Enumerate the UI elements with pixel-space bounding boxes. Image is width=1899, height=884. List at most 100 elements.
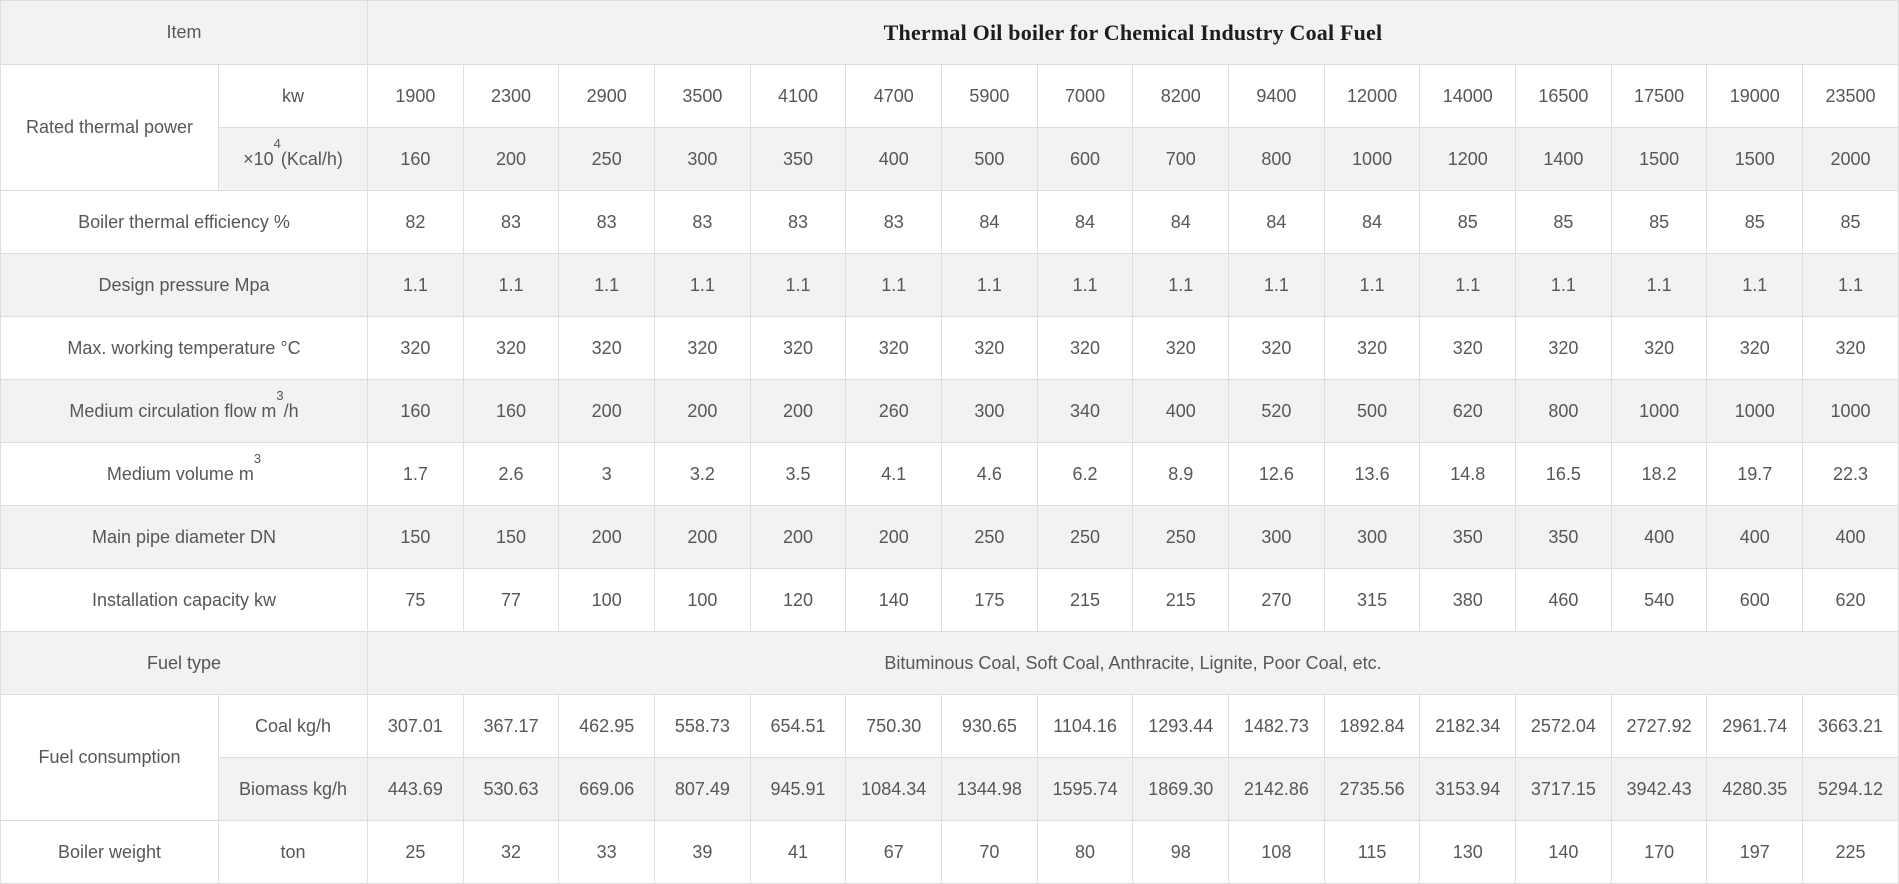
row-label-fuel-consumption: Fuel consumption (0, 694, 219, 821)
main-pipe-diameter-value: 400 (1706, 505, 1804, 569)
fuel-consumption-value: 1869.30 (1132, 757, 1230, 821)
rated-thermal-power-value: 500 (941, 127, 1038, 191)
main-pipe-diameter-value: 300 (1323, 505, 1421, 569)
installation-capacity-value: 75 (367, 568, 464, 632)
rated-thermal-power-value: 2300 (462, 64, 560, 128)
boiler-weight-value: 197 (1706, 820, 1804, 884)
rated-thermal-power-value: 600 (1036, 127, 1134, 191)
fuel-consumption-value: 2572.04 (1515, 694, 1612, 758)
design-pressure-value: 1.1 (654, 253, 751, 317)
medium-volume-value: 13.6 (1323, 442, 1421, 506)
rated-thermal-power-value: 700 (1132, 127, 1230, 191)
row-label-installation-capacity: Installation capacity kw (0, 568, 369, 632)
medium-circulation-flow-value: 1000 (1802, 379, 1899, 443)
rated-thermal-power-value: 4100 (749, 64, 847, 128)
medium-circulation-flow-value: 340 (1036, 379, 1134, 443)
boiler-weight-value: 130 (1419, 820, 1517, 884)
max-working-temperature-value: 320 (1323, 316, 1421, 380)
max-working-temperature-value: 320 (1802, 316, 1899, 380)
medium-volume-value: 8.9 (1132, 442, 1230, 506)
design-pressure-value: 1.1 (1610, 253, 1708, 317)
unit-kcal-per-h: ×104(Kcal/h) (217, 127, 369, 191)
max-working-temperature-value: 320 (1515, 316, 1612, 380)
installation-capacity-value: 600 (1706, 568, 1804, 632)
rated-thermal-power-value: 160 (367, 127, 464, 191)
medium-volume-value: 22.3 (1802, 442, 1899, 506)
main-pipe-diameter-value: 250 (1132, 505, 1230, 569)
medium-volume-value: 12.6 (1228, 442, 1325, 506)
rated-thermal-power-value: 14000 (1419, 64, 1517, 128)
medium-circulation-flow-value: 620 (1419, 379, 1517, 443)
row-label-boiler-thermal-efficiency: Boiler thermal efficiency % (0, 190, 369, 254)
medium-circulation-flow-value: 300 (941, 379, 1038, 443)
fuel-consumption-value: 3153.94 (1419, 757, 1517, 821)
boiler-weight-value: 67 (845, 820, 943, 884)
installation-capacity-value: 120 (749, 568, 847, 632)
medium-circulation-flow-value: 1000 (1610, 379, 1708, 443)
medium-circulation-flow-value: 200 (654, 379, 751, 443)
boiler-weight-value: 80 (1036, 820, 1134, 884)
fuel-consumption-value: 2727.92 (1610, 694, 1708, 758)
fuel-consumption-value: 807.49 (654, 757, 751, 821)
rated-thermal-power-value: 1900 (367, 64, 464, 128)
rated-thermal-power-value: 300 (654, 127, 751, 191)
boiler-thermal-efficiency-value: 85 (1706, 190, 1804, 254)
fuel-consumption-value: 1104.16 (1036, 694, 1134, 758)
medium-circulation-flow-value: 800 (1515, 379, 1612, 443)
rated-thermal-power-value: 1500 (1706, 127, 1804, 191)
main-pipe-diameter-value: 150 (367, 505, 464, 569)
rated-thermal-power-value: 800 (1228, 127, 1325, 191)
boiler-thermal-efficiency-value: 84 (941, 190, 1038, 254)
fuel-consumption-value: 367.17 (462, 694, 560, 758)
main-pipe-diameter-value: 200 (654, 505, 751, 569)
main-pipe-diameter-value: 200 (845, 505, 943, 569)
fuel-type-text: Bituminous Coal, Soft Coal, Anthracite, … (367, 631, 1899, 695)
unit-kw: kw (217, 64, 369, 128)
rated-thermal-power-value: 2900 (558, 64, 656, 128)
installation-capacity-value: 620 (1802, 568, 1899, 632)
rated-thermal-power-value: 17500 (1610, 64, 1708, 128)
boiler-weight-value: 39 (654, 820, 751, 884)
fuel-consumption-value: 2735.56 (1323, 757, 1421, 821)
boiler-weight-value: 70 (941, 820, 1038, 884)
boiler-thermal-efficiency-value: 84 (1132, 190, 1230, 254)
main-pipe-diameter-value: 150 (462, 505, 560, 569)
rated-thermal-power-value: 200 (462, 127, 560, 191)
medium-volume-value: 3.5 (749, 442, 847, 506)
max-working-temperature-value: 320 (1132, 316, 1230, 380)
item-header: Item (0, 0, 369, 65)
rated-thermal-power-value: 19000 (1706, 64, 1804, 128)
rated-thermal-power-value: 1400 (1515, 127, 1612, 191)
main-pipe-diameter-value: 400 (1610, 505, 1708, 569)
max-working-temperature-value: 320 (845, 316, 943, 380)
medium-volume-value: 4.1 (845, 442, 943, 506)
boiler-weight-value: 98 (1132, 820, 1230, 884)
fuel-consumption-value: 462.95 (558, 694, 656, 758)
main-pipe-diameter-value: 250 (1036, 505, 1134, 569)
rated-thermal-power-value: 1500 (1610, 127, 1708, 191)
rated-thermal-power-value: 250 (558, 127, 656, 191)
unit-coal-kg-h: Coal kg/h (217, 694, 369, 758)
medium-circulation-flow-value: 160 (462, 379, 560, 443)
rated-thermal-power-value: 4700 (845, 64, 943, 128)
max-working-temperature-value: 320 (1228, 316, 1325, 380)
max-working-temperature-value: 320 (367, 316, 464, 380)
rated-thermal-power-value: 1200 (1419, 127, 1517, 191)
boiler-thermal-efficiency-value: 83 (749, 190, 847, 254)
main-pipe-diameter-value: 350 (1515, 505, 1612, 569)
boiler-weight-value: 225 (1802, 820, 1899, 884)
rated-thermal-power-value: 3500 (654, 64, 751, 128)
row-label-max-working-temperature: Max. working temperature °C (0, 316, 369, 380)
unit-biomass-kg-h: Biomass kg/h (217, 757, 369, 821)
rated-thermal-power-value: 2000 (1802, 127, 1899, 191)
fuel-consumption-value: 750.30 (845, 694, 943, 758)
design-pressure-value: 1.1 (845, 253, 943, 317)
fuel-consumption-value: 3663.21 (1802, 694, 1899, 758)
fuel-consumption-value: 1482.73 (1228, 694, 1325, 758)
design-pressure-value: 1.1 (1228, 253, 1325, 317)
fuel-consumption-value: 1892.84 (1323, 694, 1421, 758)
installation-capacity-value: 380 (1419, 568, 1517, 632)
boiler-thermal-efficiency-value: 84 (1323, 190, 1421, 254)
rated-thermal-power-value: 7000 (1036, 64, 1134, 128)
boiler-thermal-efficiency-value: 82 (367, 190, 464, 254)
